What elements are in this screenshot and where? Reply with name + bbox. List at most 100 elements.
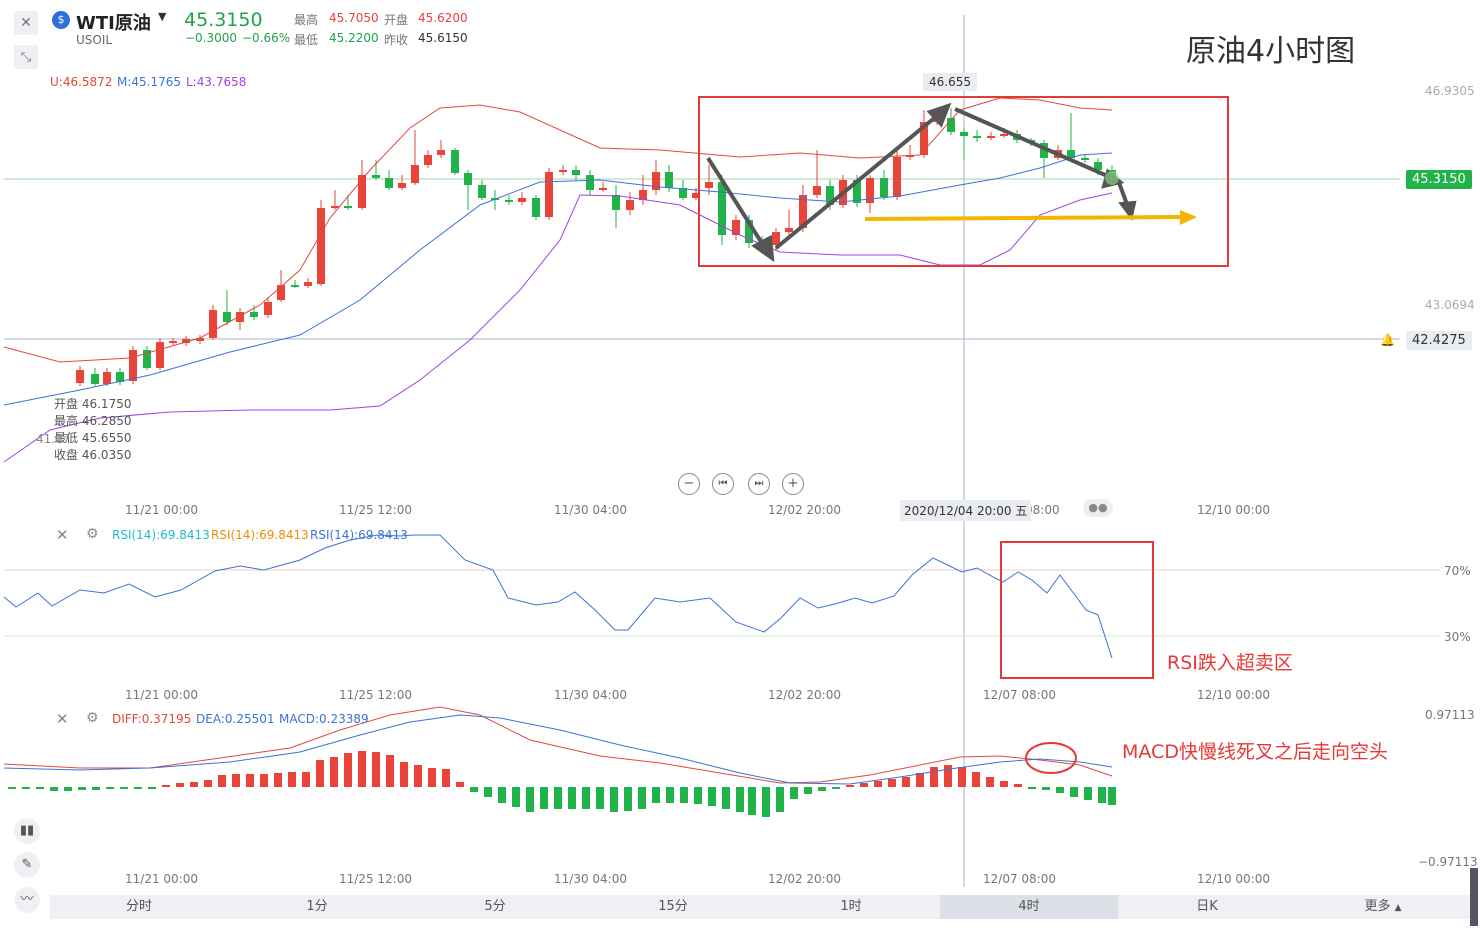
candle-body xyxy=(947,118,955,132)
open-label: 开盘 xyxy=(384,13,409,27)
boll-upper-line xyxy=(3,97,1113,363)
chart-type-button[interactable]: 〰 xyxy=(14,887,40,913)
tf-15m[interactable]: 15分 xyxy=(658,899,688,914)
candle-body xyxy=(813,186,821,195)
x-label-main-3: 12/02 20:00 xyxy=(768,503,841,517)
macd-bar xyxy=(722,787,730,809)
candle-body xyxy=(1094,162,1102,170)
tf-1d[interactable]: 日K xyxy=(1196,899,1218,914)
price-change: −0.3000 xyxy=(185,31,238,45)
close-chart-button[interactable]: ✕ xyxy=(14,11,38,35)
macd-bar xyxy=(708,787,716,806)
macd-bar xyxy=(972,772,980,787)
caret-up-icon: ▲ xyxy=(1394,903,1402,913)
macd-bar xyxy=(1042,787,1050,790)
candle-body xyxy=(464,173,472,185)
macd-bar xyxy=(64,787,72,791)
rsi-label-1: RSI(14):69.8413 xyxy=(112,528,210,542)
macd-bar xyxy=(260,774,268,787)
peak-price-tag: 46.655 xyxy=(923,73,977,91)
rsi-label-2: RSI(14):69.8413 xyxy=(211,528,309,542)
pane-toggle-icon[interactable]: ●● xyxy=(1083,499,1113,517)
macd-bar xyxy=(22,787,30,789)
macd-bar xyxy=(736,787,744,812)
close-macd-icon[interactable]: ✕ xyxy=(56,710,69,728)
close-rsi-icon[interactable]: ✕ xyxy=(56,526,69,544)
macd-bar xyxy=(316,760,324,787)
candle-body xyxy=(182,339,190,343)
candle-body xyxy=(129,350,137,381)
macd-bar xyxy=(442,769,450,787)
tf-5m[interactable]: 5分 xyxy=(484,899,506,914)
x-label-main-4: 08:00 xyxy=(1025,503,1060,517)
alert-bell-icon[interactable]: 🔔 xyxy=(1380,333,1395,347)
shrink-button[interactable]: ⤡ xyxy=(14,45,38,69)
candle-body xyxy=(116,372,124,382)
annotation-box-main xyxy=(698,96,1229,267)
candle-body xyxy=(679,188,687,198)
symbol-logo-icon: $ xyxy=(52,11,70,29)
candle-body xyxy=(451,150,459,173)
candle-body xyxy=(169,341,177,343)
macd-bar xyxy=(456,782,464,787)
tf-1m[interactable]: 1分 xyxy=(306,899,328,914)
candle-body xyxy=(223,312,231,322)
macd-histogram xyxy=(8,751,1116,817)
candle-body xyxy=(250,312,258,317)
candle-body xyxy=(331,206,339,208)
x-label-macd-3: 12/02 20:00 xyxy=(768,872,841,886)
price-axis-top: 46.9305 xyxy=(1425,84,1475,98)
indicator-tool-button[interactable]: ▮▮ xyxy=(14,818,40,844)
tf-more[interactable]: 更多 ▲ xyxy=(1364,899,1402,914)
rsi-line xyxy=(3,534,1113,659)
candle-body xyxy=(344,206,352,208)
macd-bar xyxy=(874,781,882,787)
zoom-out-button[interactable]: − xyxy=(678,473,700,495)
macd-bar xyxy=(358,751,366,787)
macd-bar xyxy=(902,777,910,787)
scrollbar-handle[interactable] xyxy=(1470,868,1478,926)
macd-bar xyxy=(302,772,310,787)
macd-bar xyxy=(106,787,114,789)
crosshair-price-tag: 42.4275 xyxy=(1406,331,1472,350)
tf-fenshi[interactable]: 分时 xyxy=(125,899,152,914)
candle-body xyxy=(1040,143,1048,158)
symbol-dropdown-icon[interactable]: ▼ xyxy=(158,10,167,23)
candle-body xyxy=(960,132,968,136)
macd-bar xyxy=(498,787,506,803)
macd-bar xyxy=(762,787,770,817)
macd-settings-icon[interactable]: ⚙ xyxy=(86,710,99,726)
candle-body xyxy=(799,195,807,228)
symbol-name[interactable]: WTI原油 xyxy=(76,13,151,34)
chart-title-annotation: 原油4小时图 xyxy=(1186,34,1356,69)
macd-bar xyxy=(680,787,688,803)
candle-body xyxy=(372,175,380,178)
current-price-tag: 45.3150 xyxy=(1406,170,1472,189)
macd-bar xyxy=(344,753,352,787)
macd-bar xyxy=(134,787,142,789)
candle-body xyxy=(826,186,834,205)
scroll-end-button[interactable]: ⏭ xyxy=(748,473,770,495)
tf-4h[interactable]: 4时 xyxy=(940,895,1118,919)
low-value: 45.2200 xyxy=(329,31,379,45)
rsi-settings-icon[interactable]: ⚙ xyxy=(86,526,99,542)
draw-tool-button[interactable]: ✎ xyxy=(14,852,40,878)
candle-body xyxy=(599,188,607,190)
boll-mid-line xyxy=(3,152,1113,406)
scroll-start-button[interactable]: ⏮ xyxy=(712,473,734,495)
zoom-in-button[interactable]: + xyxy=(782,473,804,495)
last-price-dot xyxy=(1105,171,1119,185)
macd-annotation: MACD快慢线死叉之后走向空头 xyxy=(1122,741,1388,763)
macd-bar xyxy=(204,780,212,787)
rsi-annotation: RSI跌入超卖区 xyxy=(1167,652,1293,674)
candle-body xyxy=(143,350,151,368)
high-label: 最高 xyxy=(294,13,319,27)
macd-bar xyxy=(428,768,436,787)
macd-bar xyxy=(610,787,618,812)
annotation-box-rsi xyxy=(1000,541,1154,679)
last-price: 45.3150 xyxy=(184,9,263,31)
macd-bar xyxy=(860,783,868,787)
tf-1h[interactable]: 1时 xyxy=(840,899,862,914)
macd-bar xyxy=(930,767,938,787)
